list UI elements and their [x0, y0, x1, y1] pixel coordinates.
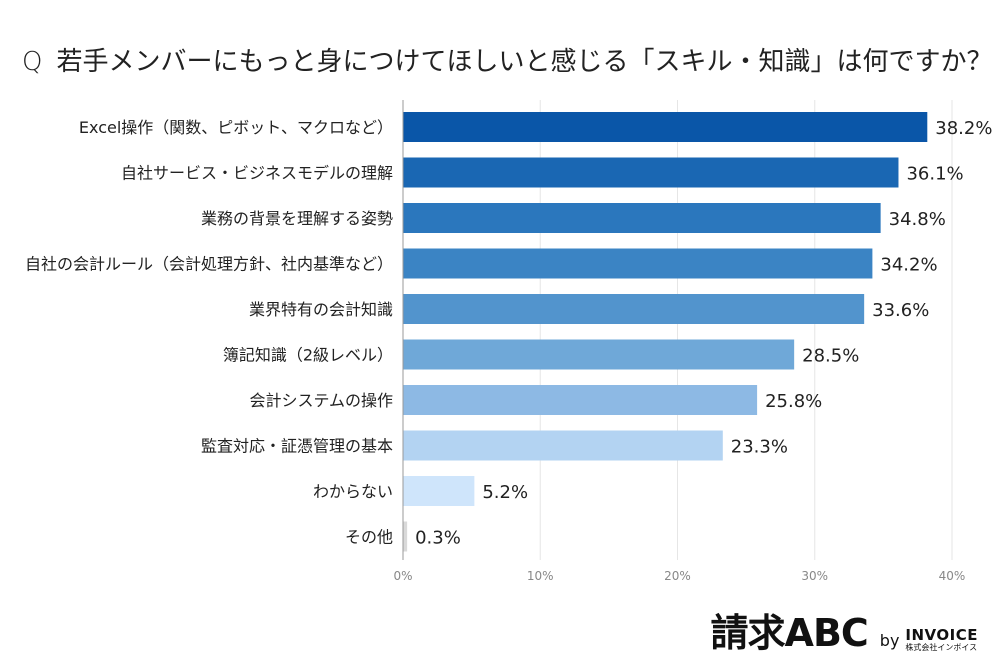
bar	[403, 339, 795, 370]
value-label: 34.8%	[889, 209, 946, 230]
bar	[403, 248, 873, 279]
category-label: 監査対応・証憑管理の基本	[201, 437, 393, 456]
value-label: 38.2%	[935, 118, 992, 139]
bar-chart: 0% 10% 20% 30% 40% Excel操作（関数、ピボット、マクロなど） 38.2…	[25, 100, 992, 583]
category-label: わからない	[313, 482, 393, 501]
category-label: 自社の会計ルール（会計処理方針、社内基準など）	[25, 255, 393, 274]
bar	[403, 385, 758, 415]
bar	[403, 294, 865, 324]
bar	[403, 521, 408, 552]
brand-by: by	[879, 631, 900, 650]
value-label: 36.1%	[906, 164, 963, 185]
bar	[403, 476, 475, 506]
value-label: 5.2%	[482, 482, 528, 503]
value-label: 28.5%	[802, 346, 859, 367]
value-label: 23.3%	[731, 437, 788, 458]
question-mark: Q	[22, 47, 43, 77]
category-label: 会計システムの操作	[249, 391, 393, 410]
question-text: 若手メンバーにもっと身につけてほしいと感じる「スキル・知識」は何ですか？	[56, 47, 993, 77]
value-label: 33.6%	[872, 300, 929, 321]
x-tick-label: 0%	[393, 569, 412, 583]
bar	[403, 112, 928, 142]
brand-name: 請求ABC	[710, 611, 869, 655]
x-tick-label: 20%	[664, 569, 691, 583]
value-label: 25.8%	[765, 391, 822, 412]
bar	[403, 430, 723, 461]
x-tick-label: 40%	[939, 569, 966, 583]
value-label: 0.3%	[415, 528, 461, 549]
bar	[403, 157, 899, 188]
bar	[403, 203, 881, 233]
category-label: その他	[345, 528, 393, 547]
category-label: 業界特有の会計知識	[249, 300, 393, 319]
maker-name: INVOICE	[905, 626, 978, 644]
category-label: 自社サービス・ビジネスモデルの理解	[121, 164, 393, 183]
maker-subtitle: 株式会社インボイス	[905, 643, 978, 652]
category-label: Excel操作（関数、ピボット、マクロなど）	[79, 118, 393, 137]
value-label: 34.2%	[880, 255, 937, 276]
x-tick-label: 10%	[527, 569, 554, 583]
brand-logo: 請求ABC by INVOICE 株式会社インボイス	[711, 613, 978, 653]
maker-block: INVOICE 株式会社インボイス	[905, 627, 978, 653]
category-label: 業務の背景を理解する姿勢	[201, 209, 393, 228]
category-label: 簿記知識（2級レベル）	[223, 346, 393, 365]
x-tick-label: 30%	[801, 569, 828, 583]
question-title: Q 若手メンバーにもっと身につけてほしいと感じる「スキル・知識」は何ですか？	[22, 44, 992, 80]
